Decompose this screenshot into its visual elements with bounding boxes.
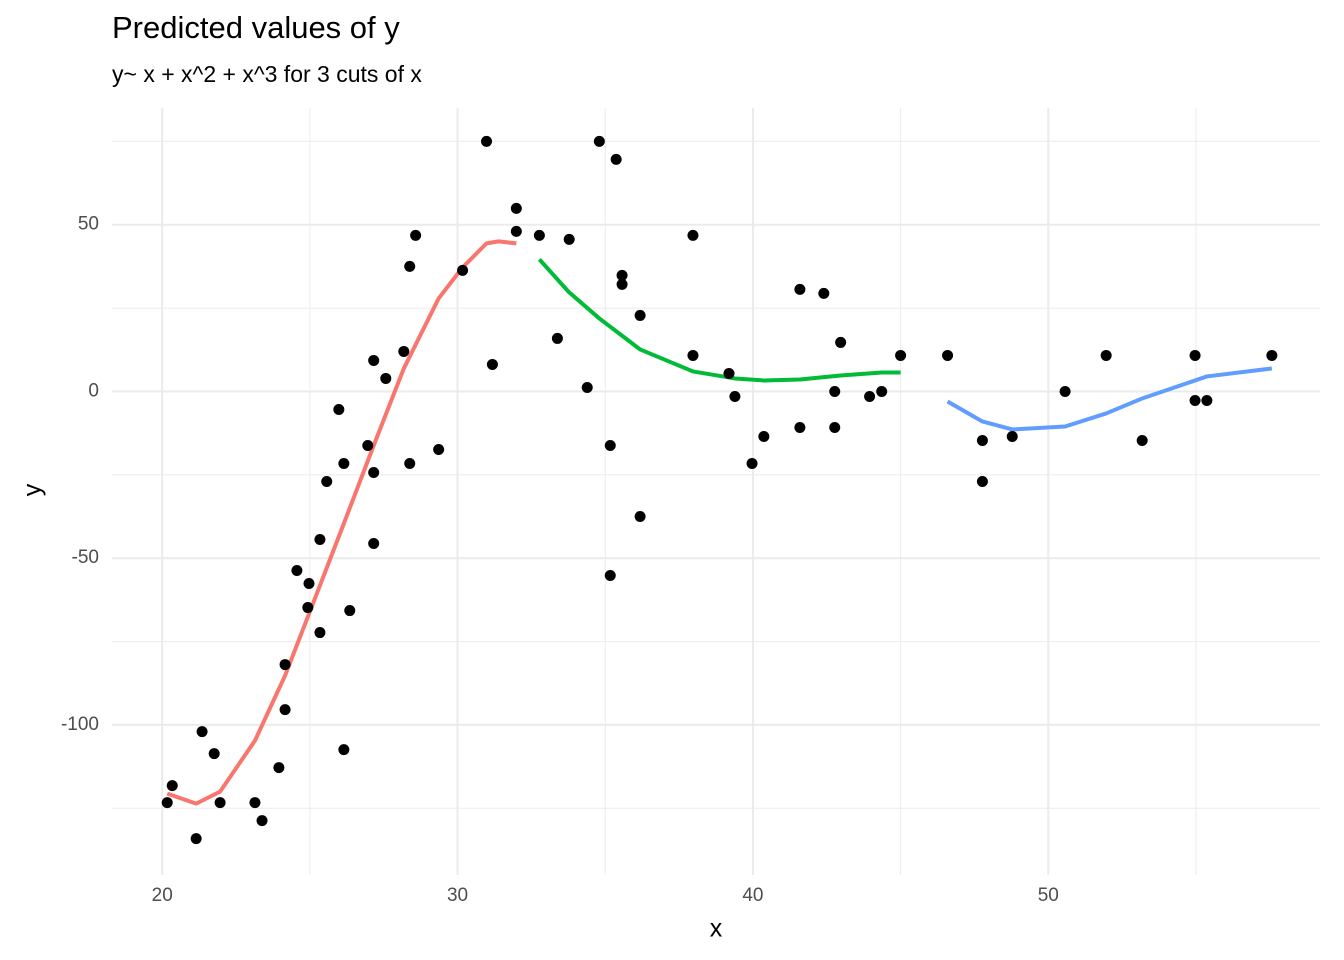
point (581, 381, 593, 393)
x-tick-label: 20 (152, 885, 173, 906)
point (1100, 349, 1112, 361)
point (794, 283, 806, 295)
point (166, 780, 178, 792)
point (604, 439, 616, 451)
point (321, 475, 333, 487)
point (563, 233, 575, 245)
point (398, 345, 410, 357)
point (279, 659, 291, 671)
x-tick-label: 30 (447, 885, 468, 906)
point (1189, 349, 1201, 361)
point (1266, 349, 1278, 361)
point (876, 385, 888, 397)
point (634, 511, 646, 523)
point (291, 565, 303, 577)
point (895, 349, 907, 361)
point (551, 332, 563, 344)
point (723, 367, 735, 379)
point (1136, 434, 1148, 446)
point (368, 538, 380, 550)
x-tick-label: 50 (1038, 885, 1059, 906)
fit-line (166, 239, 517, 806)
point (481, 135, 493, 147)
point (510, 225, 522, 237)
point (976, 434, 988, 446)
point (214, 797, 226, 809)
point (1059, 385, 1071, 397)
point (433, 443, 445, 455)
point (190, 833, 202, 845)
point (604, 570, 616, 582)
point (1189, 394, 1201, 406)
point (333, 403, 345, 415)
point (729, 390, 741, 402)
point (256, 815, 268, 827)
point (1006, 430, 1018, 442)
point (794, 421, 806, 433)
point (829, 385, 841, 397)
point (410, 229, 422, 241)
point (404, 457, 416, 469)
fit-line (537, 258, 901, 383)
point (380, 372, 392, 384)
point (634, 309, 646, 321)
point (746, 457, 758, 469)
point (1201, 394, 1213, 406)
point (314, 534, 326, 546)
y-tick-label: 50 (78, 214, 99, 235)
y-tick-label: -100 (61, 714, 99, 735)
point (404, 260, 416, 272)
point (368, 354, 380, 366)
point (303, 578, 315, 590)
y-axis-title: y (19, 483, 47, 496)
point (486, 358, 498, 370)
point (976, 475, 988, 487)
point (368, 466, 380, 478)
point (279, 704, 291, 716)
point (161, 797, 173, 809)
point (338, 744, 350, 756)
x-axis-title: x (710, 915, 723, 943)
chart-title: Predicted values of y (112, 10, 400, 45)
y-tick-label: 0 (88, 380, 99, 401)
point (593, 135, 605, 147)
point (610, 153, 622, 165)
chart-subtitle: y~ x + x^2 + x^3 for 3 cuts of x (112, 61, 422, 87)
point (942, 349, 954, 361)
x-tick-label: 40 (742, 885, 763, 906)
point (818, 287, 830, 299)
y-tick-label: -50 (72, 547, 99, 568)
point (249, 797, 261, 809)
point (616, 278, 628, 290)
point (687, 229, 699, 241)
point (344, 605, 356, 617)
point (302, 602, 314, 614)
point (687, 349, 699, 361)
point (835, 336, 847, 348)
point (457, 264, 469, 276)
point (616, 269, 628, 281)
point (864, 390, 876, 402)
point (510, 202, 522, 214)
point (314, 627, 326, 639)
point (362, 439, 374, 451)
point (196, 726, 208, 738)
point (758, 430, 770, 442)
fit-line (946, 366, 1273, 432)
point (829, 421, 841, 433)
point (208, 748, 220, 760)
point (338, 457, 350, 469)
point (273, 762, 285, 774)
point (533, 229, 545, 241)
